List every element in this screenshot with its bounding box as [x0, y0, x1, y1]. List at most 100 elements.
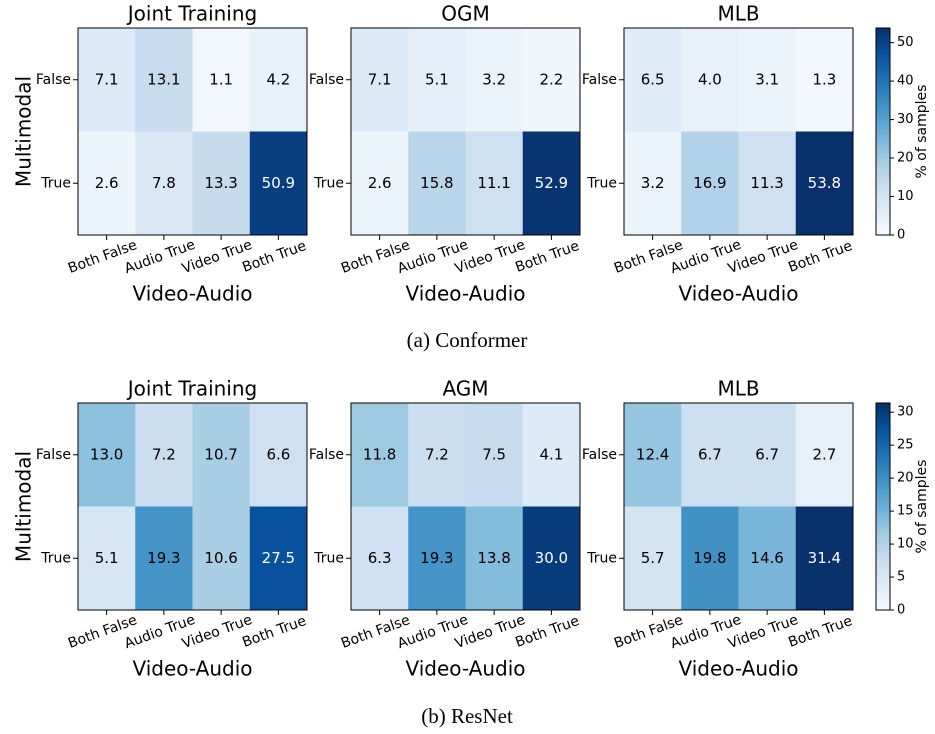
chart-title: Joint Training	[126, 2, 257, 26]
caption: (a) Conformer	[407, 328, 528, 352]
heatmap-cell	[795, 28, 854, 132]
colorbar-tick-label: 20	[897, 151, 914, 166]
heatmap-cell	[408, 28, 466, 132]
heatmap-cell	[78, 28, 136, 132]
cell-label: 4.0	[698, 70, 722, 88]
y-tick-label: False	[36, 447, 71, 463]
colorbar-tick-label: 25	[897, 438, 914, 453]
heatmap-cell	[738, 131, 797, 236]
y-tick-label: False	[582, 447, 617, 463]
y-tick-label: True	[586, 550, 617, 566]
heatmap-cell	[192, 403, 251, 507]
cell-label: 4.2	[266, 70, 290, 88]
cell-label: 7.8	[152, 174, 176, 192]
cell-label: 6.5	[641, 70, 665, 88]
colorbar-tick-label: 20	[897, 471, 914, 486]
heatmap-cell	[249, 131, 308, 236]
cell-label: 10.6	[204, 549, 237, 567]
axes-frame	[350, 27, 581, 236]
cell-label: 6.6	[266, 445, 290, 463]
y-tick-label: True	[586, 175, 617, 191]
y-tick-label: True	[40, 550, 71, 566]
chart-title: Joint Training	[126, 377, 257, 401]
cell-label: 2.7	[812, 445, 836, 463]
cell-label: 11.1	[477, 174, 510, 192]
x-axis-label: Video-Audio	[405, 657, 525, 681]
heatmap-cell	[249, 28, 308, 132]
cell-label: 53.8	[808, 174, 841, 192]
y-axis-label: Multimodal	[12, 451, 36, 562]
heatmap-cell	[738, 403, 797, 507]
cell-label: 50.9	[262, 174, 295, 192]
cell-label: 52.9	[535, 174, 568, 192]
colorbar-tick-label: 30	[897, 405, 914, 420]
cell-label: 2.2	[539, 70, 563, 88]
axes-frame	[623, 27, 854, 236]
heatmap-cell	[795, 131, 854, 236]
cell-label: 19.3	[420, 549, 453, 567]
colorbar-tick-label: 0	[897, 603, 905, 618]
cell-label: 5.7	[641, 549, 665, 567]
cell-label: 6.7	[698, 445, 722, 463]
cell-label: 6.3	[368, 549, 392, 567]
heatmap-cell	[624, 28, 682, 132]
heatmap-cell	[192, 131, 251, 236]
cell-label: 11.8	[363, 445, 396, 463]
x-axis-label: Video-Audio	[405, 282, 525, 306]
heatmap-cell	[78, 403, 136, 507]
heatmap-cell	[738, 28, 797, 132]
colorbar	[875, 27, 891, 236]
y-tick-label: False	[36, 72, 71, 88]
axes-frame	[77, 27, 308, 236]
cell-label: 7.5	[482, 445, 506, 463]
heatmap-cell	[681, 506, 739, 611]
cell-label: 5.1	[95, 549, 119, 567]
heatmap-cell	[408, 403, 466, 507]
y-tick-label: True	[313, 550, 344, 566]
heatmap-cell	[522, 506, 581, 611]
heatmap-cell	[681, 28, 739, 132]
heatmap-cell	[135, 131, 193, 236]
axes-frame	[350, 402, 581, 611]
colorbar-tick-label: 30	[897, 112, 914, 127]
heatmap-cell	[624, 506, 682, 611]
heatmap-cell	[465, 403, 524, 507]
y-tick-label: True	[313, 175, 344, 191]
cell-label: 4.1	[539, 445, 563, 463]
heatmap-cell	[522, 403, 581, 507]
heatmap-cell	[351, 131, 409, 236]
cell-label: 2.6	[368, 174, 392, 192]
colorbar-tick-label: 10	[897, 189, 914, 204]
cell-label: 1.3	[812, 70, 836, 88]
heatmap-cell	[249, 506, 308, 611]
cell-label: 3.2	[641, 174, 665, 192]
cell-label: 13.3	[204, 174, 237, 192]
heatmap-cell	[192, 28, 251, 132]
cell-label: 3.2	[482, 70, 506, 88]
cell-label: 10.7	[204, 445, 237, 463]
colorbar-tick-label: 0	[897, 228, 905, 243]
colorbar-tick-label: 5	[897, 570, 905, 585]
heatmap-cell	[795, 506, 854, 611]
x-axis-label: Video-Audio	[132, 657, 252, 681]
cell-label: 13.8	[477, 549, 510, 567]
x-axis-label: Video-Audio	[132, 282, 252, 306]
heatmap-cell	[135, 28, 193, 132]
cell-label: 6.7	[755, 445, 779, 463]
y-tick-label: False	[309, 447, 344, 463]
heatmap-cell	[192, 506, 251, 611]
heatmap-cell	[465, 28, 524, 132]
cell-label: 2.6	[95, 174, 119, 192]
cell-label: 1.1	[209, 70, 233, 88]
chart-title: MLB	[717, 2, 759, 26]
colorbar-tick-label: 40	[897, 74, 914, 89]
y-axis-label: Multimodal	[12, 76, 36, 187]
cell-label: 13.0	[90, 445, 123, 463]
heatmap-cell	[681, 131, 739, 236]
cell-label: 11.3	[750, 174, 783, 192]
caption: (b) ResNet	[421, 704, 513, 728]
cell-label: 3.1	[755, 70, 779, 88]
colorbar	[875, 402, 891, 611]
cell-label: 13.1	[147, 70, 180, 88]
